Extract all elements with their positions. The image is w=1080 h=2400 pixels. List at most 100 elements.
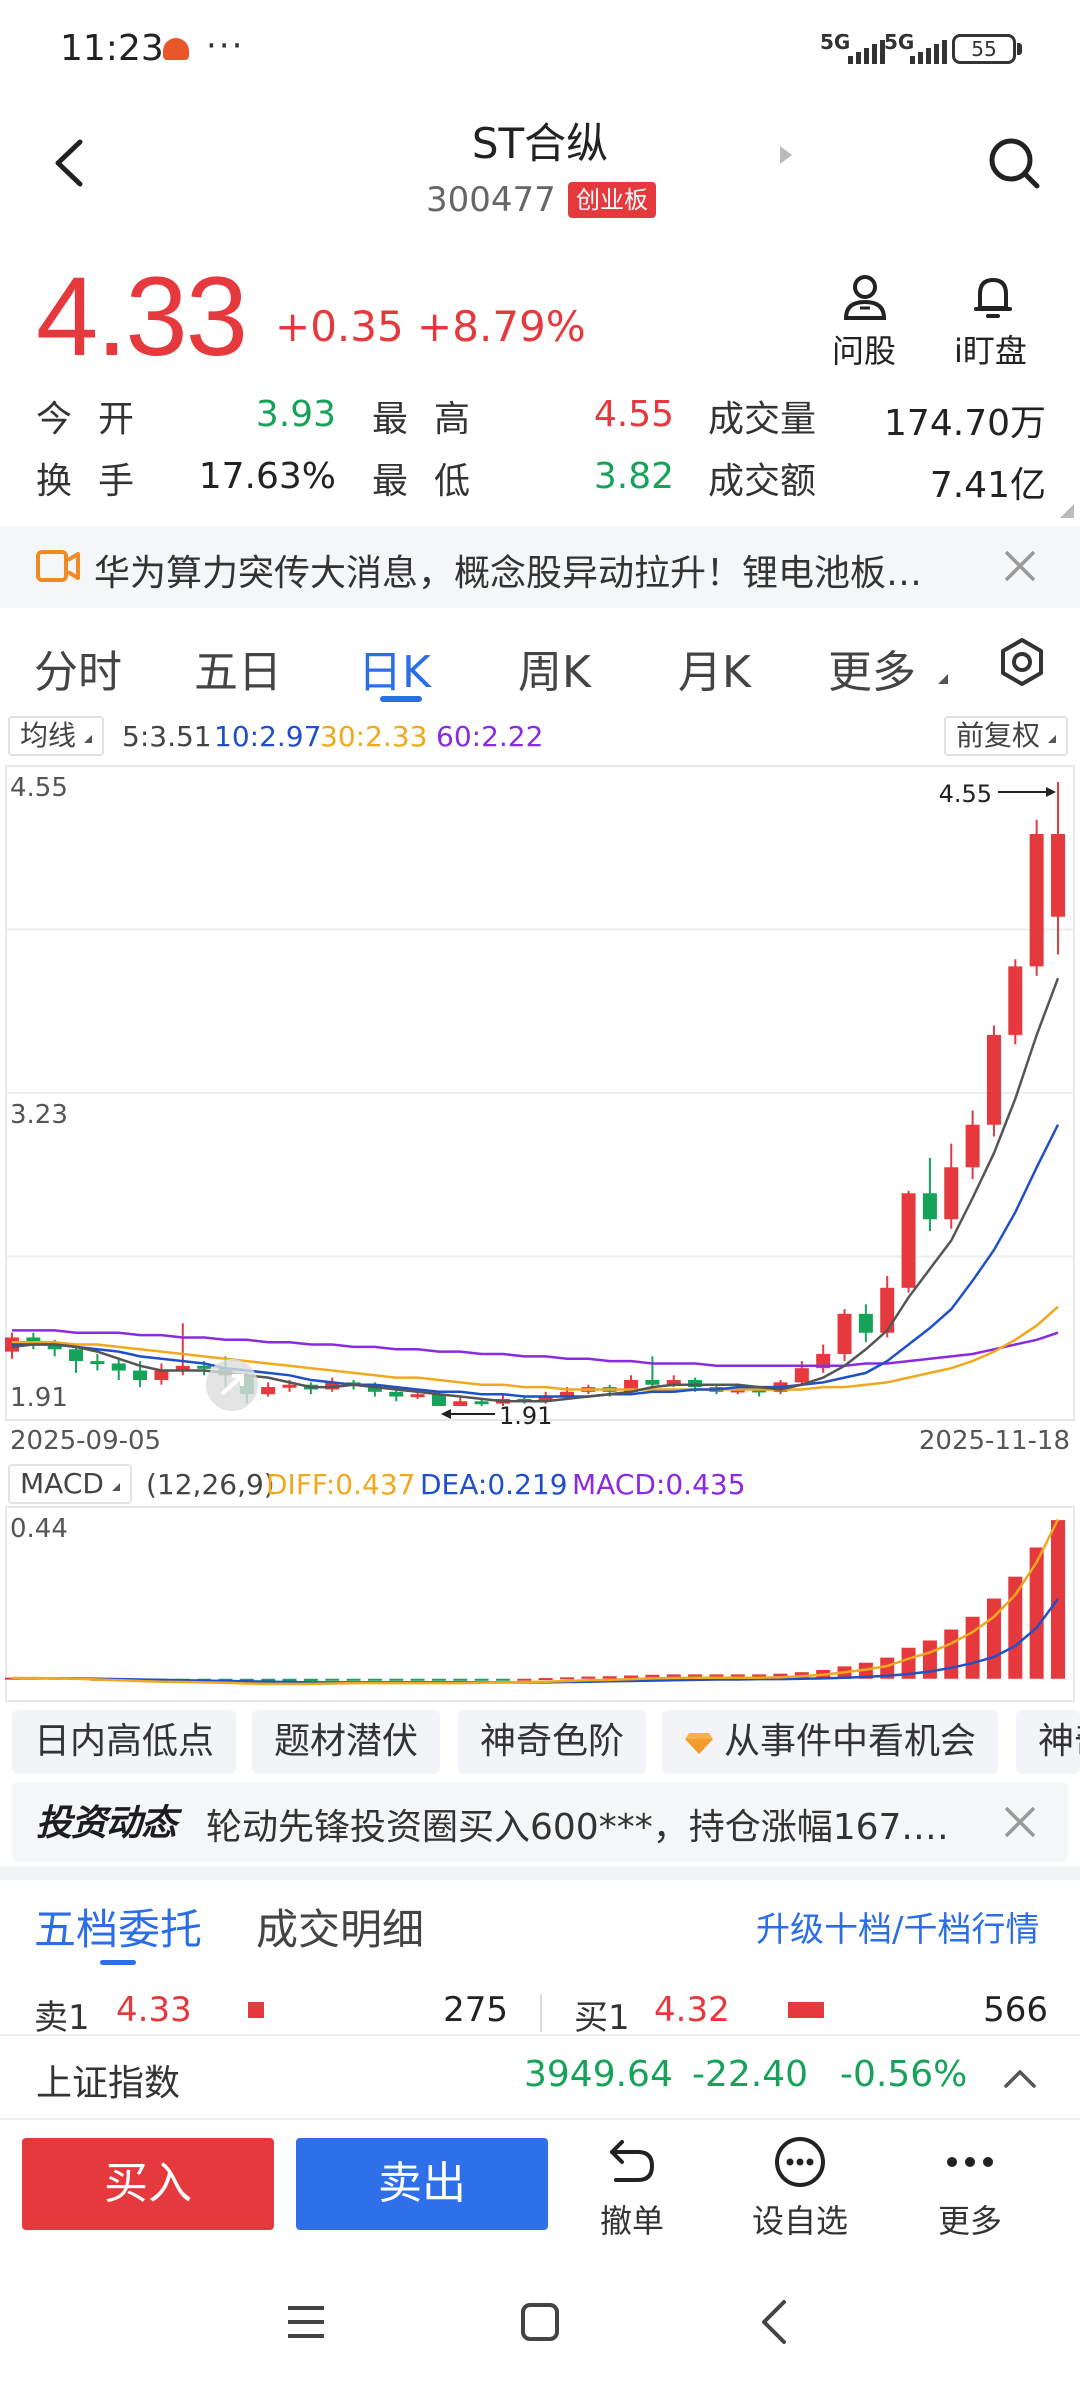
ma-selector[interactable]: 均线 [8, 716, 105, 756]
tab-weekly-k[interactable]: 周K [518, 647, 591, 698]
gear-icon[interactable] [996, 636, 1048, 688]
candle-body [1008, 966, 1023, 1035]
index-name: 上证指数 [36, 2063, 181, 2104]
news-banner[interactable] [0, 526, 1080, 608]
feature-color-scale[interactable]: 神奇色阶 [458, 1710, 647, 1774]
chevron-up-icon[interactable] [1002, 2066, 1038, 2090]
macd-bar [453, 1678, 468, 1681]
candle-body [431, 1394, 446, 1406]
candle-body [624, 1380, 639, 1392]
ask-stock-label[interactable]: 问股 [832, 332, 897, 370]
feature-intraday-high-low[interactable]: 日内高低点 [12, 1710, 237, 1774]
investment-dynamic-text[interactable]: 轮动先锋投资圈买入600***，持仓涨幅167.66% [206, 1807, 966, 1848]
macd-bar [581, 1676, 596, 1679]
candle-body [752, 1389, 767, 1393]
tab-daily-k[interactable]: 日K [358, 647, 431, 698]
signal-strength-icon [848, 40, 885, 64]
video-icon [36, 550, 80, 582]
ma-dropdown-icon [84, 735, 93, 743]
sell1-volume-bar [248, 2002, 264, 2018]
board-badge: 创业板 [568, 182, 656, 218]
candle-body [282, 1384, 297, 1388]
index-ticker-bar[interactable] [0, 2034, 1080, 2120]
ma60-value: 60:2.22 [436, 720, 544, 753]
candle-body [1029, 834, 1044, 967]
feature-theme-ambush[interactable]: 题材潜伏 [252, 1710, 441, 1774]
undo-icon[interactable] [604, 2134, 660, 2190]
min-price-arrowhead [440, 1409, 451, 1419]
candle-body [880, 1287, 895, 1333]
news-headline[interactable]: 华为算力突传大消息，概念股异动拉升！锂电池板块突然爆发 [94, 553, 954, 594]
close-news-icon[interactable] [1000, 546, 1040, 586]
feature-event-opportunity[interactable]: 从事件中看机会 [662, 1710, 999, 1774]
macd-chart[interactable]: 0.44 [0, 1505, 1080, 1703]
sell-button[interactable]: 卖出 [296, 2138, 548, 2230]
candle-body [453, 1401, 468, 1406]
candle-body [389, 1391, 404, 1397]
open-label: 今开 [36, 399, 161, 440]
system-back-icon[interactable] [758, 2298, 790, 2346]
quote-expand-icon[interactable] [1060, 504, 1074, 518]
candle-body [666, 1380, 681, 1385]
next-stock-arrow-icon[interactable] [780, 146, 792, 164]
search-icon[interactable] [986, 135, 1042, 191]
tab-five-day[interactable]: 五日 [194, 647, 282, 698]
system-home-icon[interactable] [520, 2302, 560, 2342]
macd-bar [901, 1647, 916, 1679]
sell1-price: 4.33 [116, 1990, 192, 2030]
macd-bar [474, 1678, 489, 1681]
status-bar: 11:23 ··· 5G 5G 55 [0, 0, 1080, 100]
tab-trade-detail[interactable]: 成交明细 [256, 1905, 425, 1954]
macd-bar [325, 1678, 340, 1681]
back-arrow-icon[interactable] [46, 138, 96, 188]
max-price-label: 4.55 [939, 780, 992, 808]
tab-order-book[interactable]: 五档委托 [34, 1905, 203, 1954]
adjust-selector[interactable]: 前复权 [944, 716, 1069, 756]
candle-body [133, 1370, 148, 1380]
more-dropdown-icon[interactable] [938, 674, 948, 684]
bell-icon[interactable] [968, 272, 1018, 322]
more-dots-icon[interactable] [942, 2134, 998, 2190]
tab-intraday[interactable]: 分时 [34, 647, 122, 698]
buy-button[interactable]: 买入 [22, 2138, 274, 2230]
investment-dynamic-card[interactable] [12, 1782, 1068, 1862]
adjust-label: 前复权 [956, 719, 1041, 752]
order-book-divider [540, 1994, 542, 2032]
macd-bar [538, 1678, 553, 1681]
turnover-value: 17.63% [198, 456, 336, 497]
ma-selector-label: 均线 [20, 719, 77, 752]
tab-monthly-k[interactable]: 月K [678, 647, 751, 698]
upgrade-level-link[interactable]: 升级十档/千档行情 [756, 1910, 1040, 1950]
close-invest-icon[interactable] [1000, 1802, 1040, 1842]
candle-body [90, 1361, 105, 1365]
macd-bar [880, 1657, 895, 1679]
macd-axis-label: 0.44 [10, 1514, 68, 1544]
buy1-label: 买1 [574, 1998, 630, 2038]
candle-body [965, 1124, 980, 1168]
system-recents-icon[interactable] [286, 2302, 326, 2342]
chat-dots-icon[interactable] [772, 2134, 828, 2190]
candle-body [154, 1370, 169, 1380]
candle-body [794, 1368, 809, 1383]
feature-more[interactable]: 神奇 [1016, 1710, 1080, 1774]
max-price-arrowhead [1046, 787, 1056, 797]
candle-body [837, 1313, 852, 1354]
y-axis-label-mid: 3.23 [10, 1100, 68, 1130]
cancel-order-label[interactable]: 撤单 [600, 2202, 665, 2240]
add-watchlist-label[interactable]: 设自选 [752, 2202, 849, 2240]
ask-stock-icon[interactable] [840, 272, 890, 322]
watch-label[interactable]: i盯盘 [954, 332, 1027, 370]
macd-selector[interactable]: MACD [8, 1464, 132, 1504]
section-divider [0, 1866, 1080, 1880]
macd-bar [367, 1678, 382, 1681]
ma30-line [12, 1305, 1059, 1391]
more-label[interactable]: 更多 [938, 2202, 1003, 2240]
tab-more[interactable]: 更多 [828, 647, 916, 698]
volume-label: 成交量 [708, 399, 817, 440]
sell1-volume: 275 [443, 1990, 508, 2030]
candle-body [47, 1344, 62, 1350]
amount-value: 7.41亿 [929, 465, 1046, 506]
candlestick-chart[interactable]: 4.55 3.23 1.91 2025-09-05 2025-11-18 4.5… [0, 760, 1080, 1460]
buy1-volume-bar [788, 2002, 824, 2018]
ma10-line [12, 1124, 1060, 1398]
